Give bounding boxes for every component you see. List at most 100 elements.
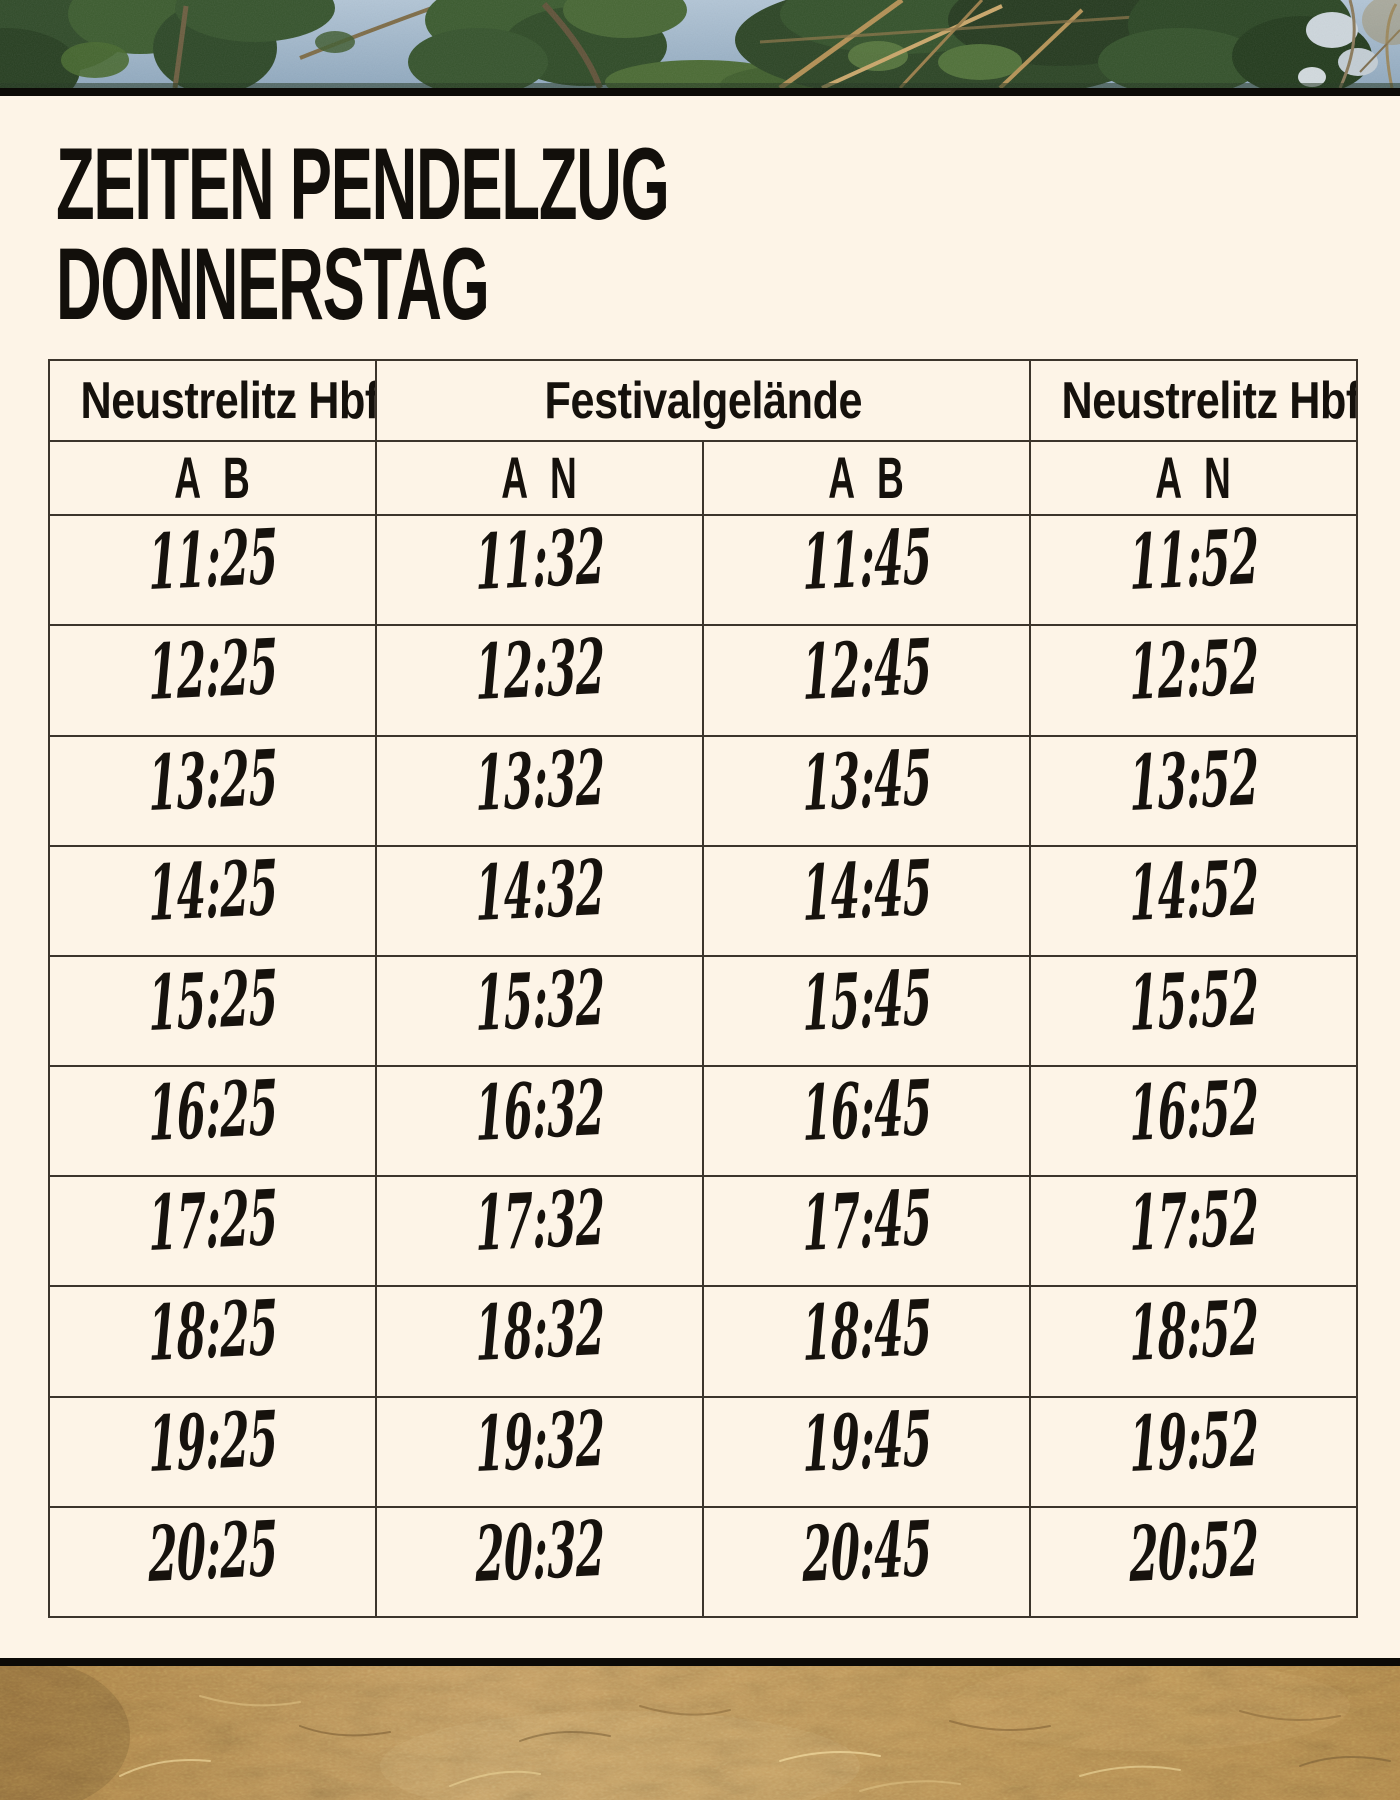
table-row: 14:25 14:32 14:45 14:52 <box>48 844 1358 957</box>
time-value: 17:45 <box>801 1176 933 1269</box>
time-value: 13:52 <box>1128 735 1260 828</box>
time-cell: 14:52 <box>1029 844 1358 957</box>
time-value: 11:45 <box>801 515 933 608</box>
time-cell: 20:45 <box>702 1505 1031 1619</box>
trees-photo <box>0 0 1400 88</box>
table-row: 19:25 19:32 19:45 19:52 <box>48 1395 1358 1508</box>
table-row: 17:25 17:32 17:45 17:52 <box>48 1175 1358 1288</box>
subheader-cell: A N <box>1029 440 1358 517</box>
time-cell: 18:32 <box>375 1285 704 1398</box>
time-cell: 11:45 <box>702 514 1031 627</box>
time-value: 13:25 <box>147 735 279 828</box>
time-cell: 19:32 <box>375 1395 704 1508</box>
station-label: Festivalgelände <box>544 371 862 430</box>
time-cell: 15:45 <box>702 954 1031 1068</box>
station-label: Neustrelitz Hbf <box>1061 371 1357 430</box>
time-value: 15:25 <box>147 955 279 1048</box>
time-cell: 12:45 <box>702 624 1031 737</box>
time-cell: 15:25 <box>48 954 377 1068</box>
bottom-divider <box>0 1658 1400 1666</box>
subheader-label: A B <box>828 445 905 511</box>
time-cell: 20:25 <box>48 1505 377 1619</box>
time-value: 19:32 <box>474 1396 606 1489</box>
top-divider <box>0 88 1400 96</box>
time-cell: 17:25 <box>48 1175 377 1288</box>
subheader-cell: A B <box>702 440 1031 517</box>
subheader-label: A N <box>501 445 578 511</box>
shuttle-timetable: Neustrelitz Hbf Festivalgelände Neustrel… <box>48 358 1358 1619</box>
table-row: 13:25 13:32 13:45 13:52 <box>48 734 1358 847</box>
time-value: 12:25 <box>147 625 279 718</box>
time-cell: 11:52 <box>1029 514 1358 627</box>
time-value: 20:52 <box>1128 1506 1260 1599</box>
straw-strokes <box>119 1695 1391 1792</box>
table-row: 18:25 18:32 18:45 18:52 <box>48 1285 1358 1398</box>
time-value: 11:52 <box>1128 515 1260 608</box>
table-row: 15:25 15:32 15:45 15:52 <box>48 954 1358 1068</box>
time-cell: 18:45 <box>702 1285 1031 1398</box>
time-value: 12:32 <box>474 625 606 718</box>
time-cell: 17:32 <box>375 1175 704 1288</box>
time-value: 16:25 <box>147 1066 279 1159</box>
time-cell: 13:25 <box>48 734 377 847</box>
time-value: 19:52 <box>1128 1396 1260 1489</box>
time-cell: 16:25 <box>48 1065 377 1178</box>
table-row: 20:25 20:32 20:45 20:52 <box>48 1505 1358 1619</box>
time-cell: 20:32 <box>375 1505 704 1619</box>
time-value: 17:52 <box>1128 1176 1260 1269</box>
time-cell: 18:25 <box>48 1285 377 1398</box>
time-cell: 12:52 <box>1029 624 1358 737</box>
time-cell: 14:32 <box>375 844 704 957</box>
time-cell: 16:32 <box>375 1065 704 1178</box>
time-value: 12:45 <box>801 625 933 718</box>
time-value: 14:25 <box>147 845 279 938</box>
subheader-label: A N <box>1155 445 1232 511</box>
subheader-label: A B <box>174 445 251 511</box>
time-value: 12:52 <box>1128 625 1260 718</box>
station-header-row: Neustrelitz Hbf Festivalgelände Neustrel… <box>48 358 1358 443</box>
header-cell-neustrelitz-1: Neustrelitz Hbf <box>48 358 377 443</box>
time-value: 16:45 <box>801 1066 933 1159</box>
time-cell: 15:52 <box>1029 954 1358 1068</box>
time-cell: 18:52 <box>1029 1285 1358 1398</box>
time-cell: 19:25 <box>48 1395 377 1508</box>
page-title-line2: DONNERSTAG <box>56 227 490 341</box>
time-value: 18:52 <box>1128 1286 1260 1379</box>
time-value: 15:52 <box>1128 955 1260 1048</box>
time-value: 14:52 <box>1128 845 1260 938</box>
time-cell: 11:32 <box>375 514 704 627</box>
time-value: 18:25 <box>147 1286 279 1379</box>
time-value: 20:45 <box>801 1506 933 1599</box>
subheader-row: A B A N A B A N <box>48 440 1358 517</box>
time-cell: 13:45 <box>702 734 1031 847</box>
page-title: ZEITEN PENDELZUG DONNERSTAG <box>56 133 889 341</box>
time-value: 17:25 <box>147 1176 279 1269</box>
time-value: 17:32 <box>474 1176 606 1269</box>
time-value: 18:32 <box>474 1286 606 1379</box>
header-cell-festivalgelaende: Festivalgelände <box>375 358 1031 443</box>
header-cell-neustrelitz-2: Neustrelitz Hbf <box>1029 358 1358 443</box>
time-cell: 14:45 <box>702 844 1031 957</box>
table-row: 12:25 12:32 12:45 12:52 <box>48 624 1358 737</box>
time-cell: 19:45 <box>702 1395 1031 1508</box>
time-value: 20:32 <box>474 1506 606 1599</box>
time-value: 18:45 <box>801 1286 933 1379</box>
time-cell: 17:45 <box>702 1175 1031 1288</box>
time-value: 16:52 <box>1128 1066 1260 1159</box>
time-value: 19:45 <box>801 1396 933 1489</box>
time-value: 15:32 <box>474 955 606 1048</box>
time-value: 15:45 <box>801 955 933 1048</box>
time-value: 13:45 <box>801 735 933 828</box>
time-cell: 19:52 <box>1029 1395 1358 1508</box>
time-cell: 13:52 <box>1029 734 1358 847</box>
subheader-cell: A N <box>375 440 704 517</box>
time-cell: 17:52 <box>1029 1175 1358 1288</box>
time-value: 16:32 <box>474 1066 606 1159</box>
time-cell: 11:25 <box>48 514 377 627</box>
time-cell: 16:45 <box>702 1065 1031 1178</box>
table-row: 11:25 11:32 11:45 11:52 <box>48 514 1358 627</box>
time-value: 20:25 <box>147 1506 279 1599</box>
table-row: 16:25 16:32 16:45 16:52 <box>48 1065 1358 1178</box>
dry-grass-photo <box>0 1666 1400 1800</box>
